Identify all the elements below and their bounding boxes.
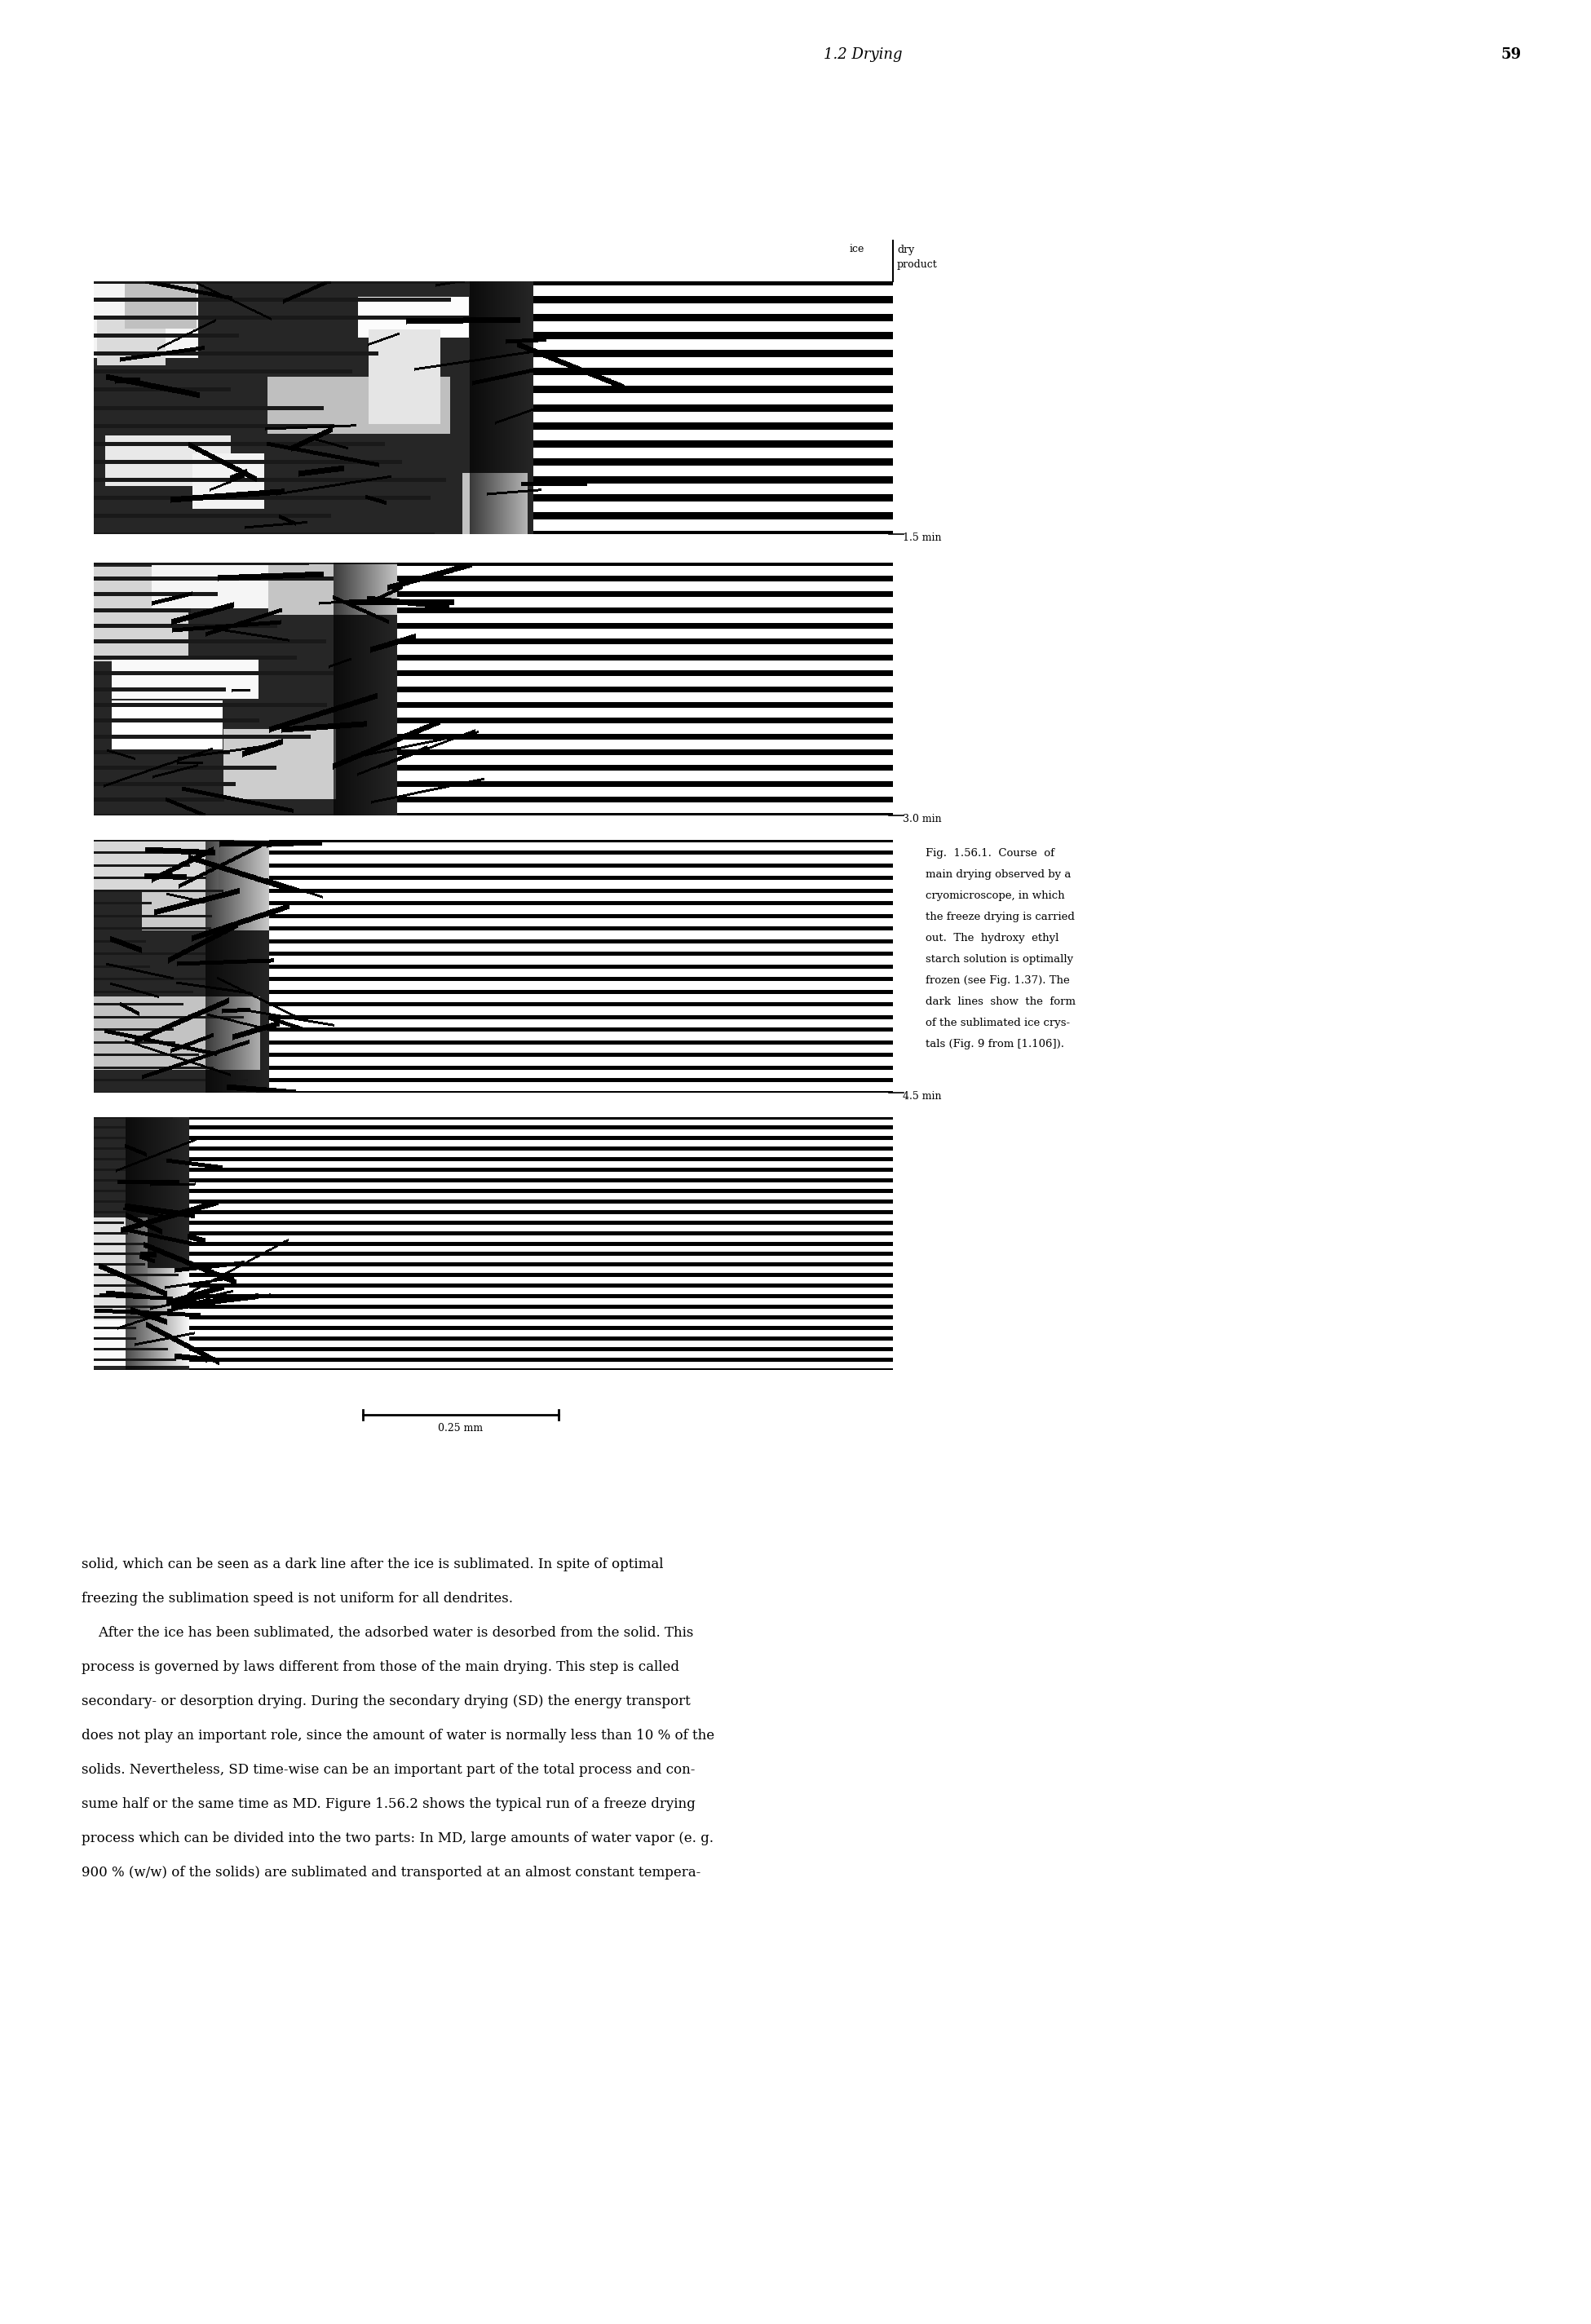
- Text: starch solution is optimally: starch solution is optimally: [926, 955, 1074, 964]
- Text: sume half or the same time as MD. Figure 1.56.2 shows the typical run of a freez: sume half or the same time as MD. Figure…: [81, 1796, 695, 1810]
- Text: out.  The  hydroxy  ethyl: out. The hydroxy ethyl: [926, 932, 1058, 944]
- Text: 59: 59: [1500, 46, 1521, 63]
- Text: freezing the sublimation speed is not uniform for all dendrites.: freezing the sublimation speed is not un…: [81, 1592, 512, 1606]
- Text: ice: ice: [850, 244, 864, 253]
- Bar: [94, 281, 893, 535]
- Bar: [94, 839, 893, 1092]
- Text: Fig.  1.56.1.  Course  of: Fig. 1.56.1. Course of: [926, 848, 1055, 858]
- Text: solid, which can be seen as a dark line after the ice is sublimated. In spite of: solid, which can be seen as a dark line …: [81, 1557, 663, 1571]
- Text: After the ice has been sublimated, the adsorbed water is desorbed from the solid: After the ice has been sublimated, the a…: [81, 1627, 694, 1641]
- Text: process which can be divided into the two parts: In MD, large amounts of water v: process which can be divided into the tw…: [81, 1831, 713, 1845]
- Text: frozen (see Fig. 1.37). The: frozen (see Fig. 1.37). The: [926, 976, 1069, 985]
- Text: of the sublimated ice crys-: of the sublimated ice crys-: [926, 1018, 1071, 1027]
- Text: the freeze drying is carried: the freeze drying is carried: [926, 911, 1074, 923]
- Text: secondary- or desorption drying. During the secondary drying (SD) the energy tra: secondary- or desorption drying. During …: [81, 1694, 690, 1708]
- Text: 0.25 mm: 0.25 mm: [438, 1422, 484, 1434]
- Text: 4.5 min: 4.5 min: [902, 1090, 942, 1102]
- Text: 900 % (w/w) of the solids) are sublimated and transported at an almost constant : 900 % (w/w) of the solids) are sublimate…: [81, 1866, 700, 1880]
- Text: 1.2 Drying: 1.2 Drying: [824, 46, 902, 63]
- Bar: [94, 562, 893, 816]
- Text: process is governed by laws different from those of the main drying. This step i: process is governed by laws different fr…: [81, 1659, 679, 1673]
- Text: solids. Nevertheless, SD time-wise can be an important part of the total process: solids. Nevertheless, SD time-wise can b…: [81, 1764, 695, 1778]
- Text: tals (Fig. 9 from [1.106]).: tals (Fig. 9 from [1.106]).: [926, 1039, 1064, 1050]
- Bar: [94, 1118, 893, 1369]
- Text: main drying observed by a: main drying observed by a: [926, 869, 1071, 881]
- Text: product: product: [897, 260, 937, 270]
- Text: cryomicroscope, in which: cryomicroscope, in which: [926, 890, 1064, 902]
- Text: does not play an important role, since the amount of water is normally less than: does not play an important role, since t…: [81, 1729, 714, 1743]
- Text: dry: dry: [897, 244, 915, 256]
- Text: 3.0 min: 3.0 min: [902, 813, 942, 825]
- Text: dark  lines  show  the  form: dark lines show the form: [926, 997, 1076, 1006]
- Text: 1.5 min: 1.5 min: [902, 532, 942, 544]
